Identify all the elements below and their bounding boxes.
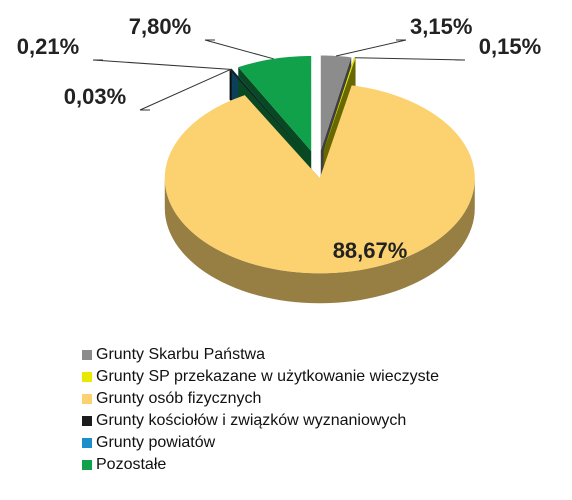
slice (229, 69, 305, 153)
slice (164, 85, 475, 274)
legend-label: Pozostałe (96, 456, 166, 473)
data-label: 0,15% (479, 34, 541, 59)
slice-side (164, 178, 475, 304)
slice (320, 55, 352, 151)
leader-line (354, 57, 466, 61)
slice (231, 68, 305, 153)
leader-line (92, 59, 231, 70)
leader-line (335, 39, 407, 57)
legend-label: Grunty osób fizycznych (96, 390, 261, 407)
data-label: 3,15% (410, 14, 472, 39)
data-label: 0,03% (64, 84, 126, 109)
slice (323, 57, 356, 151)
legend-swatch (82, 394, 92, 404)
leader-line (204, 39, 274, 60)
legend-label: Grunty Skarbu Państwa (96, 346, 265, 363)
data-label: 7,80% (129, 14, 191, 39)
legend-swatch (82, 372, 92, 382)
data-label: 88,67% (333, 238, 408, 263)
legend-label: Grunty powiatów (96, 434, 216, 451)
slice (238, 55, 312, 151)
legend-label: Grunty kościołów i związków wyznaniowych (96, 412, 406, 429)
legend-swatch (82, 350, 92, 360)
leader-line (139, 68, 232, 111)
legend-label: Grunty SP przekazane w użytkowanie wiecz… (96, 368, 439, 385)
legend-swatch (82, 416, 92, 426)
legend-swatch (82, 460, 92, 470)
legend-swatch (82, 438, 92, 448)
data-label: 0,21% (17, 34, 79, 59)
